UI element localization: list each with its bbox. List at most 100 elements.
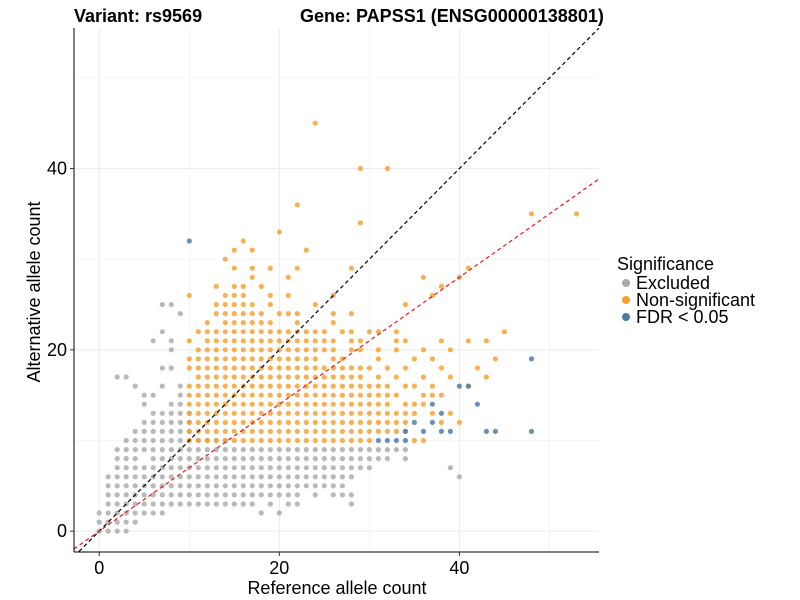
point-non-significant (384, 392, 390, 398)
point-non-significant (348, 392, 354, 398)
point-fdr-0-05 (474, 401, 480, 407)
point-non-significant (231, 419, 237, 425)
point-non-significant (402, 419, 408, 425)
point-non-significant (339, 392, 345, 398)
point-non-significant (213, 383, 219, 389)
point-excluded (150, 483, 156, 489)
point-non-significant (366, 401, 372, 407)
point-excluded (159, 474, 165, 480)
point-non-significant (321, 329, 327, 335)
point-non-significant (411, 356, 417, 362)
point-excluded (195, 492, 201, 498)
point-non-significant (249, 274, 255, 280)
point-non-significant (222, 428, 228, 434)
point-non-significant (240, 292, 246, 298)
point-excluded (114, 528, 120, 534)
point-excluded (168, 347, 174, 353)
point-non-significant (384, 401, 390, 407)
point-non-significant (348, 410, 354, 416)
point-fdr-0-05 (402, 437, 408, 444)
point-non-significant (267, 392, 273, 398)
point-non-significant (276, 392, 282, 398)
point-excluded (447, 465, 453, 471)
point-excluded (231, 447, 237, 453)
point-excluded (150, 419, 156, 425)
point-non-significant (465, 338, 471, 344)
point-excluded (258, 483, 264, 489)
point-non-significant (330, 374, 336, 380)
point-non-significant (357, 392, 363, 398)
point-non-significant (222, 383, 228, 389)
point-non-significant (438, 283, 444, 289)
point-non-significant (285, 274, 291, 280)
point-excluded (339, 465, 345, 471)
point-non-significant (384, 410, 390, 416)
legend-title: Significance (617, 254, 714, 274)
point-non-significant (249, 329, 255, 335)
point-non-significant (501, 329, 507, 335)
y-tick-label: 40 (47, 159, 67, 179)
point-non-significant (303, 383, 309, 389)
point-excluded (177, 410, 183, 416)
legend-label-excluded: Excluded (636, 273, 710, 293)
point-non-significant (339, 437, 345, 444)
point-non-significant (393, 347, 399, 353)
point-excluded (321, 474, 327, 480)
point-fdr-0-05 (429, 401, 435, 407)
point-excluded (177, 401, 183, 407)
point-non-significant (249, 437, 255, 444)
point-excluded (231, 483, 237, 489)
title-variant: Variant: rs9569 (74, 6, 202, 26)
point-excluded (384, 456, 390, 462)
point-non-significant (249, 320, 255, 326)
point-non-significant (204, 428, 210, 434)
point-excluded (159, 428, 165, 434)
point-excluded (168, 410, 174, 416)
point-excluded (159, 437, 165, 444)
point-non-significant (240, 283, 246, 289)
point-excluded (339, 483, 345, 489)
point-non-significant (276, 428, 282, 434)
point-excluded (96, 519, 102, 525)
point-non-significant (267, 338, 273, 344)
point-excluded (141, 392, 147, 398)
point-non-significant (186, 401, 192, 407)
point-excluded (168, 465, 174, 471)
point-excluded (177, 501, 183, 507)
point-excluded (258, 510, 264, 516)
point-non-significant (222, 419, 228, 425)
point-non-significant (240, 320, 246, 326)
point-excluded (231, 474, 237, 480)
point-non-significant (312, 329, 318, 335)
point-excluded (312, 483, 318, 489)
point-excluded (294, 483, 300, 489)
point-non-significant (276, 229, 282, 235)
point-non-significant (213, 301, 219, 308)
point-excluded (213, 465, 219, 471)
point-non-significant (402, 301, 408, 308)
point-non-significant (312, 428, 318, 434)
point-non-significant (276, 365, 282, 371)
point-excluded (312, 465, 318, 471)
point-non-significant (402, 338, 408, 344)
point-non-significant (348, 428, 354, 434)
point-excluded (105, 501, 111, 507)
point-non-significant (447, 347, 453, 353)
point-non-significant (285, 347, 291, 353)
point-non-significant (285, 374, 291, 380)
point-excluded (168, 483, 174, 489)
point-non-significant (195, 392, 201, 398)
point-non-significant (222, 392, 228, 398)
point-fdr-0-05 (438, 428, 444, 434)
point-non-significant (357, 347, 363, 353)
point-non-significant (258, 383, 264, 389)
point-fdr-0-05 (528, 428, 535, 434)
point-excluded (258, 492, 264, 498)
point-non-significant (321, 401, 327, 407)
point-excluded (159, 419, 165, 425)
point-excluded (159, 329, 165, 335)
point-non-significant (339, 329, 345, 335)
point-non-significant (186, 356, 192, 362)
point-non-significant (258, 437, 264, 444)
